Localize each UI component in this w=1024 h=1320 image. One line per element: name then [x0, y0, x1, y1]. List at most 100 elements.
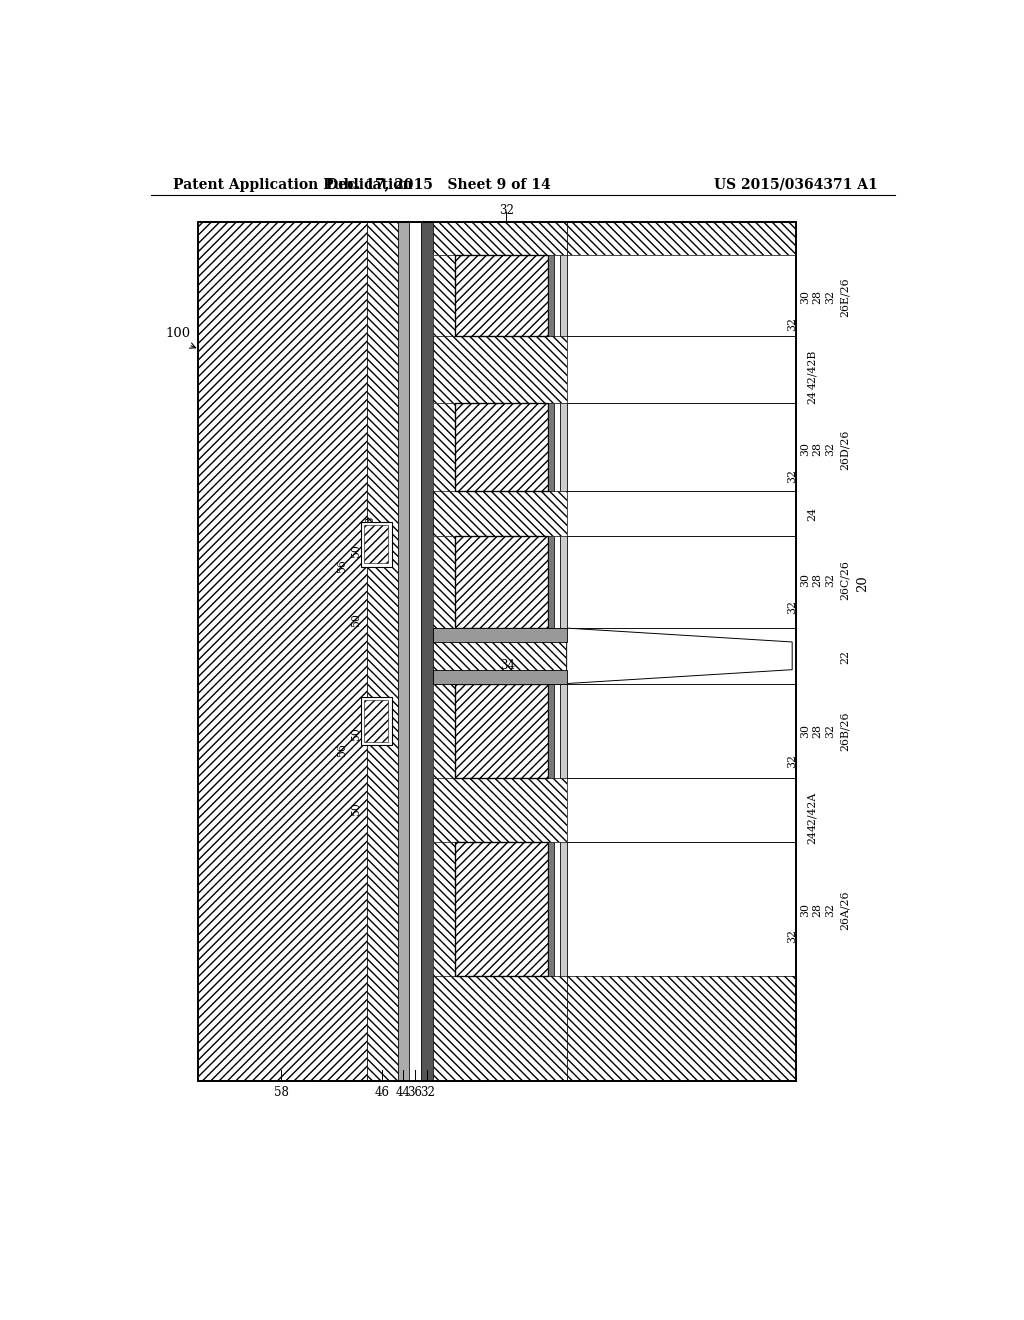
Bar: [409, 222, 421, 1081]
Bar: [455, 842, 548, 977]
Bar: [433, 255, 455, 335]
Text: 32: 32: [824, 573, 835, 587]
Text: 34: 34: [501, 659, 515, 672]
Text: 50: 50: [351, 544, 361, 558]
Bar: [560, 536, 566, 628]
Bar: [455, 536, 548, 628]
Text: 28: 28: [812, 903, 822, 917]
Bar: [433, 684, 796, 779]
Text: 32: 32: [824, 725, 835, 738]
Bar: [455, 404, 548, 491]
Text: 36: 36: [435, 725, 451, 738]
Bar: [554, 255, 560, 335]
Text: 32: 32: [787, 317, 798, 331]
Text: 32: 32: [824, 442, 835, 457]
Bar: [433, 536, 455, 628]
Text: 32: 32: [787, 754, 798, 767]
Bar: [560, 404, 566, 491]
Bar: [360, 697, 391, 744]
Text: 38: 38: [435, 576, 451, 589]
Bar: [566, 842, 796, 977]
Bar: [455, 684, 548, 779]
Bar: [433, 684, 455, 779]
Text: 30: 30: [800, 442, 810, 457]
Text: 36: 36: [435, 290, 451, 304]
Bar: [560, 255, 566, 335]
Bar: [455, 255, 548, 335]
Bar: [566, 255, 796, 335]
Bar: [433, 842, 796, 977]
Text: 32: 32: [787, 929, 798, 942]
Bar: [566, 628, 796, 684]
Polygon shape: [566, 628, 793, 684]
Text: Dec. 17, 2015   Sheet 9 of 14: Dec. 17, 2015 Sheet 9 of 14: [326, 178, 550, 191]
Bar: [548, 536, 554, 628]
Bar: [455, 536, 548, 628]
Bar: [360, 521, 391, 566]
Bar: [566, 491, 796, 536]
Text: Patent Application Publication: Patent Application Publication: [173, 178, 413, 191]
Text: 20: 20: [856, 576, 868, 591]
Text: 30: 30: [800, 725, 810, 738]
Bar: [421, 222, 433, 1081]
Bar: [433, 404, 455, 491]
Text: 50: 50: [351, 727, 361, 742]
Bar: [566, 335, 796, 404]
Text: 56: 56: [337, 743, 347, 756]
Bar: [198, 222, 796, 1081]
Bar: [433, 628, 566, 642]
Text: 44: 44: [395, 1086, 411, 1100]
Text: 32: 32: [824, 903, 835, 917]
Bar: [198, 222, 796, 1081]
Bar: [554, 842, 560, 977]
Text: 24: 24: [808, 391, 818, 404]
Text: 56: 56: [337, 560, 347, 573]
Bar: [433, 255, 796, 335]
Text: FIG. 9: FIG. 9: [662, 640, 718, 659]
Bar: [433, 842, 455, 977]
Bar: [198, 222, 367, 1081]
Bar: [548, 255, 554, 335]
Text: 42/42A: 42/42A: [808, 792, 818, 832]
Text: 26E/26: 26E/26: [841, 277, 850, 317]
Bar: [433, 222, 566, 1081]
Bar: [566, 404, 796, 491]
Bar: [566, 536, 796, 628]
Text: 50: 50: [351, 803, 361, 816]
Text: 28: 28: [812, 442, 822, 457]
Bar: [566, 779, 796, 842]
Bar: [455, 255, 548, 335]
Text: 32: 32: [824, 290, 835, 304]
Bar: [364, 525, 388, 564]
Bar: [554, 404, 560, 491]
Text: 30: 30: [800, 903, 810, 917]
Text: 32: 32: [420, 1086, 434, 1100]
Text: 32: 32: [787, 470, 798, 483]
Text: 22: 22: [841, 651, 850, 664]
Text: 46: 46: [375, 1086, 390, 1100]
Bar: [548, 842, 554, 977]
Bar: [455, 404, 548, 491]
Bar: [548, 404, 554, 491]
Text: 26A/26: 26A/26: [841, 890, 850, 929]
Text: 32: 32: [787, 599, 798, 614]
Text: 36: 36: [435, 441, 451, 454]
Text: 34: 34: [501, 626, 515, 639]
Text: 36: 36: [408, 1086, 422, 1100]
Text: 28: 28: [812, 725, 822, 738]
Bar: [455, 684, 548, 779]
Bar: [367, 222, 397, 1081]
Text: 26D/26: 26D/26: [841, 429, 850, 470]
Text: 58: 58: [274, 1086, 289, 1100]
Text: 30: 30: [800, 573, 810, 587]
Text: 26B/26: 26B/26: [841, 711, 850, 751]
Bar: [397, 222, 409, 1081]
Text: 100: 100: [165, 327, 190, 341]
Bar: [566, 684, 796, 779]
Text: 32: 32: [499, 205, 514, 218]
Bar: [455, 842, 548, 977]
Bar: [433, 536, 796, 628]
Bar: [554, 536, 560, 628]
Text: 28: 28: [812, 290, 822, 304]
Text: US 2015/0364371 A1: US 2015/0364371 A1: [715, 178, 879, 191]
